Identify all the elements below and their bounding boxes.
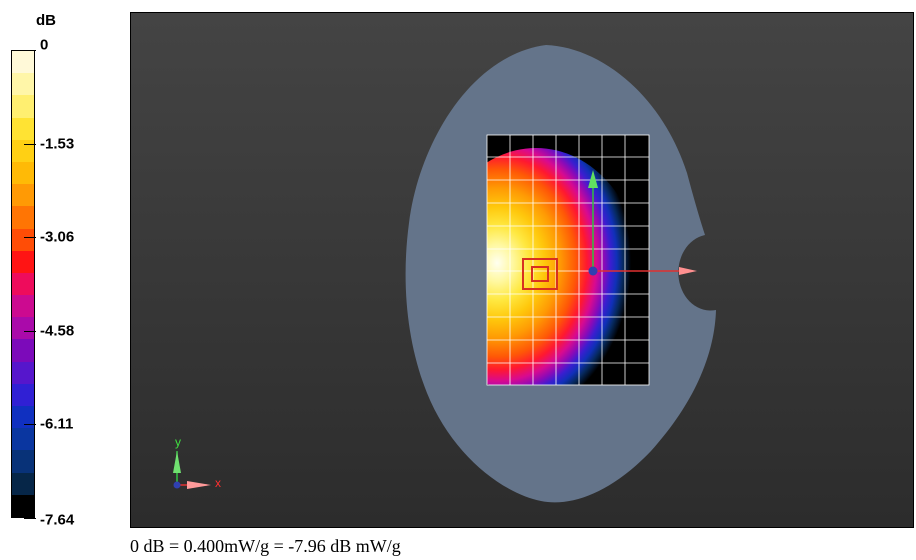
colorbar-segment [12, 206, 34, 229]
colorbar-tick-label: -3.06 [40, 228, 75, 246]
device-y-arrow-icon [588, 170, 598, 188]
colorbar-segment [12, 184, 34, 207]
triad-y-label: y [175, 435, 181, 449]
colorbar-segment [12, 494, 34, 517]
colorbar-unit: dB [36, 12, 56, 29]
colorbar-tick [24, 331, 36, 332]
colorbar-tick-label: -7.64 [40, 511, 75, 529]
triad-y-arrow-icon [173, 451, 181, 473]
colorbar-segment [12, 339, 34, 362]
sar-scene: y x [173, 45, 716, 503]
triad-x-arrow-icon [187, 481, 211, 489]
colorbar-tick-label: -4.58 [40, 322, 75, 340]
sar-hotspot [487, 148, 641, 385]
device-x-arrow-icon [679, 267, 697, 275]
colorbar-tick [24, 424, 36, 425]
colorbar-segment [12, 161, 34, 185]
colorbar-segment [12, 73, 34, 96]
colorbar-segment [12, 383, 34, 406]
colorbar-segment [12, 295, 34, 318]
colorbar-segment [12, 272, 34, 296]
colorbar-tick-label: 0 [40, 36, 49, 54]
colorbar-segment [12, 51, 34, 74]
colorbar [11, 50, 35, 518]
colorbar-tick [24, 50, 36, 51]
colorbar-tick-label: -6.11 [40, 415, 74, 433]
colorbar-segment [12, 361, 34, 384]
zoom-scan-outer [522, 258, 558, 290]
colorbar-segment [12, 450, 34, 473]
colorbar-segment [12, 139, 34, 162]
colorbar-segment [12, 317, 34, 340]
colorbar-tick [24, 144, 36, 145]
colorbar-segment [12, 117, 34, 140]
colorbar-tick [24, 518, 36, 519]
colorbar-segment [12, 250, 34, 273]
zoom-scan-inner [531, 266, 549, 282]
triad-x-label: x [215, 476, 221, 490]
colorbar-segment [12, 95, 34, 118]
colorbar-segment [12, 472, 34, 495]
colorbar-tick-label: -1.53 [40, 135, 75, 153]
colorbar-tick [24, 237, 36, 238]
device-origin [588, 266, 598, 276]
colorbar-segment [12, 228, 34, 251]
colorbar-segment [12, 406, 34, 429]
sar-3d-viewport[interactable]: y x [130, 12, 914, 528]
triad-origin [173, 481, 181, 489]
caption: 0 dB = 0.400mW/g = -7.96 dB mW/g [130, 536, 401, 556]
colorbar-segment [12, 428, 34, 451]
